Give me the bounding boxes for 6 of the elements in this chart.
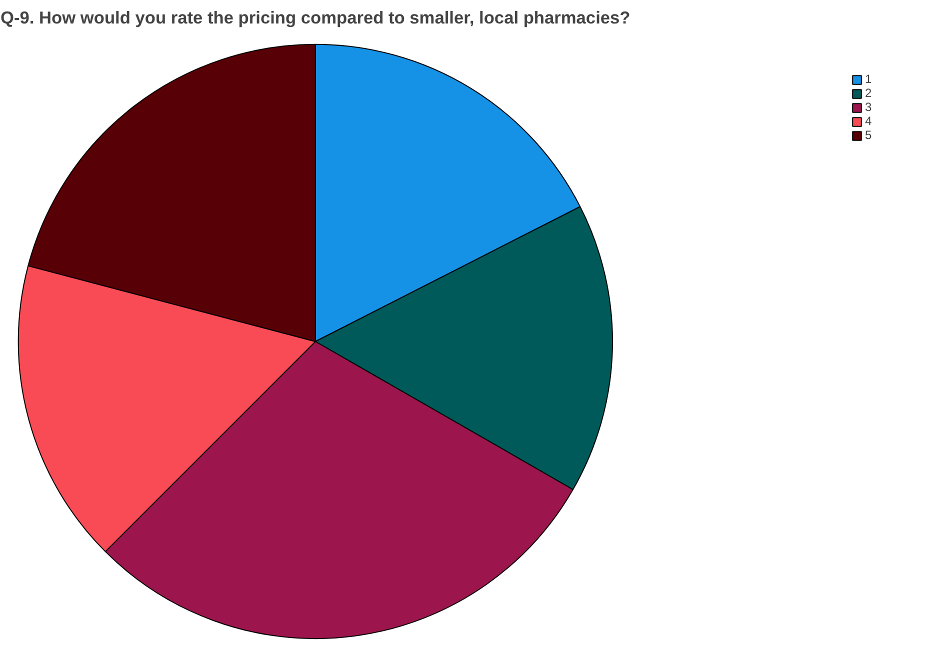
legend-label: 5 [865, 128, 873, 142]
legend-label: 1 [865, 72, 873, 86]
legend-label: 4 [865, 114, 873, 128]
chart-title: Q-9. How would you rate the pricing compared to smaller, local pharmacies? [0, 8, 630, 28]
legend-label: 2 [865, 86, 873, 100]
legend-label: 3 [865, 100, 873, 114]
